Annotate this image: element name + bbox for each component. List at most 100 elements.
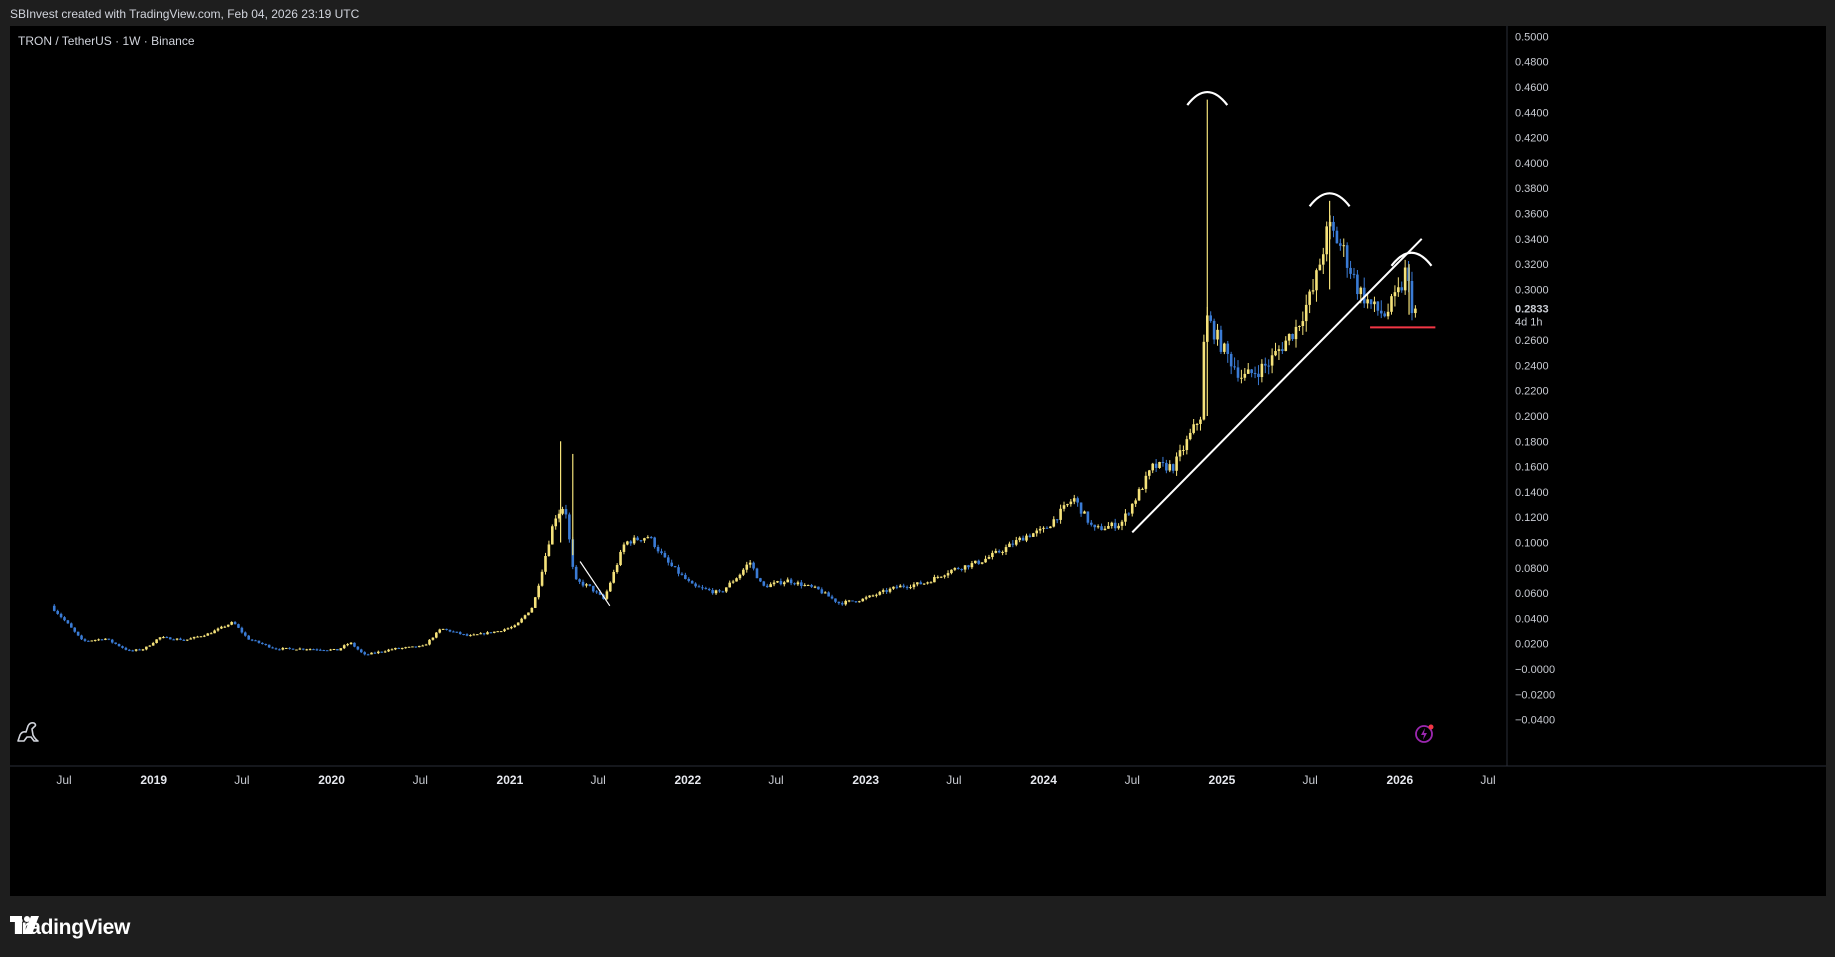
candle-body: [1294, 326, 1298, 340]
candle-body: [151, 642, 155, 646]
candle-body: [298, 648, 302, 650]
candle-body: [588, 584, 592, 586]
candle-body: [1004, 547, 1008, 552]
candle-body: [499, 631, 503, 633]
candle-body: [1335, 230, 1339, 244]
candle-body: [407, 646, 411, 648]
candle-body: [714, 590, 718, 594]
candle-body: [1397, 287, 1400, 293]
candle-body: [1308, 291, 1311, 305]
candle-body: [755, 568, 759, 579]
candle-body: [1062, 505, 1066, 509]
candle-body: [1325, 226, 1328, 255]
candle-body: [605, 591, 609, 599]
candle-body: [240, 627, 244, 633]
candle-body: [994, 550, 998, 553]
candle-body: [1229, 353, 1233, 367]
x-tick-label: Jul: [1125, 773, 1140, 787]
price-axis[interactable]: 0.5000 0.4800 0.4600 0.4400 0.4200 0.4000 0.38…: [1515, 31, 1555, 726]
candle-body: [493, 631, 496, 633]
tradingview-dino-icon[interactable]: [17, 722, 39, 742]
candle-body: [431, 637, 435, 640]
candle-body: [834, 598, 837, 602]
candle-body: [428, 639, 431, 645]
candle-body: [417, 645, 421, 648]
candle-body: [984, 558, 987, 563]
lightning-alert-icon[interactable]: [1415, 724, 1434, 743]
candle-body: [980, 562, 984, 564]
candle-body: [1093, 524, 1097, 528]
candle-body: [179, 638, 182, 640]
candle-body: [271, 647, 274, 649]
candle-body: [196, 636, 199, 638]
candle-body: [1284, 340, 1288, 351]
candle-body: [1209, 315, 1213, 321]
candle-body: [1192, 424, 1195, 433]
chart-frame[interactable]: 0.5000 0.4800 0.4600 0.4400 0.4200 0.4000 0.38…: [10, 26, 1826, 896]
candle-body: [1342, 245, 1346, 247]
candle-body: [70, 623, 73, 628]
x-tick-label: Jul: [1480, 773, 1495, 787]
x-tick-label: Jul: [946, 773, 961, 787]
candle-body: [748, 562, 752, 565]
candle-body: [1110, 522, 1114, 527]
candle-body: [455, 631, 459, 633]
y-tick-label: 0.4600: [1515, 82, 1549, 94]
candle-body: [704, 588, 708, 590]
candle-body: [1086, 511, 1090, 523]
candle-body: [782, 582, 786, 585]
candle-body: [1042, 527, 1045, 529]
candle-body: [100, 639, 104, 641]
candle-body: [970, 563, 974, 568]
candle-body: [1100, 526, 1103, 531]
candle-body: [288, 647, 291, 649]
candle-body: [1260, 363, 1264, 378]
candle-body: [66, 620, 70, 624]
candle-body: [226, 624, 230, 627]
candle-body: [875, 594, 878, 596]
candle-body: [523, 615, 527, 619]
candle-body: [711, 590, 714, 594]
candle-body: [1301, 321, 1305, 326]
candle-body: [520, 618, 523, 623]
candle-body: [1168, 464, 1172, 471]
candle-body: [905, 586, 909, 588]
candle-body: [52, 605, 56, 611]
candle-body: [158, 637, 162, 640]
price-chart[interactable]: 0.5000 0.4800 0.4600 0.4400 0.4200 0.4000 0.38…: [10, 26, 1826, 896]
candle-body: [858, 601, 861, 603]
candle-body: [803, 585, 807, 587]
candle-body: [1349, 267, 1352, 274]
tradingview-logo[interactable]: TradingView: [10, 916, 130, 940]
candle-body: [595, 591, 598, 593]
candle-body: [107, 638, 111, 640]
candle-body: [1373, 301, 1376, 305]
candle-body: [806, 584, 810, 586]
attribution-header: SBInvest created with TradingView.com, F…: [10, 7, 360, 21]
candle-body: [823, 592, 827, 594]
candle-body: [963, 565, 967, 570]
candle-body: [851, 600, 854, 602]
symbol-info[interactable]: TRON / TetherUS · 1W · Binance: [18, 34, 195, 48]
candle-body: [1366, 299, 1369, 304]
candle-body: [926, 582, 929, 584]
candle-body: [482, 633, 486, 635]
candle-body: [656, 546, 660, 552]
candle-body: [278, 649, 281, 651]
candle-body: [366, 654, 370, 656]
candle-body: [479, 633, 482, 635]
candle-body: [854, 601, 858, 603]
candle-body: [779, 581, 783, 585]
candle-body: [561, 509, 564, 514]
candle-body: [172, 639, 175, 641]
candle-body: [291, 648, 295, 650]
candle-body: [724, 587, 728, 592]
time-axis[interactable]: Jul 2019 Jul 2020 Jul 2021 Jul 2022 Jul 2023 Jul 20…: [56, 773, 1495, 787]
candle-body: [1223, 343, 1226, 352]
candle-body: [1403, 267, 1407, 291]
candle-body: [881, 590, 885, 592]
candle-body: [1103, 528, 1107, 531]
candle-body: [612, 571, 616, 583]
candle-body: [844, 600, 847, 605]
candle-body: [59, 613, 63, 618]
